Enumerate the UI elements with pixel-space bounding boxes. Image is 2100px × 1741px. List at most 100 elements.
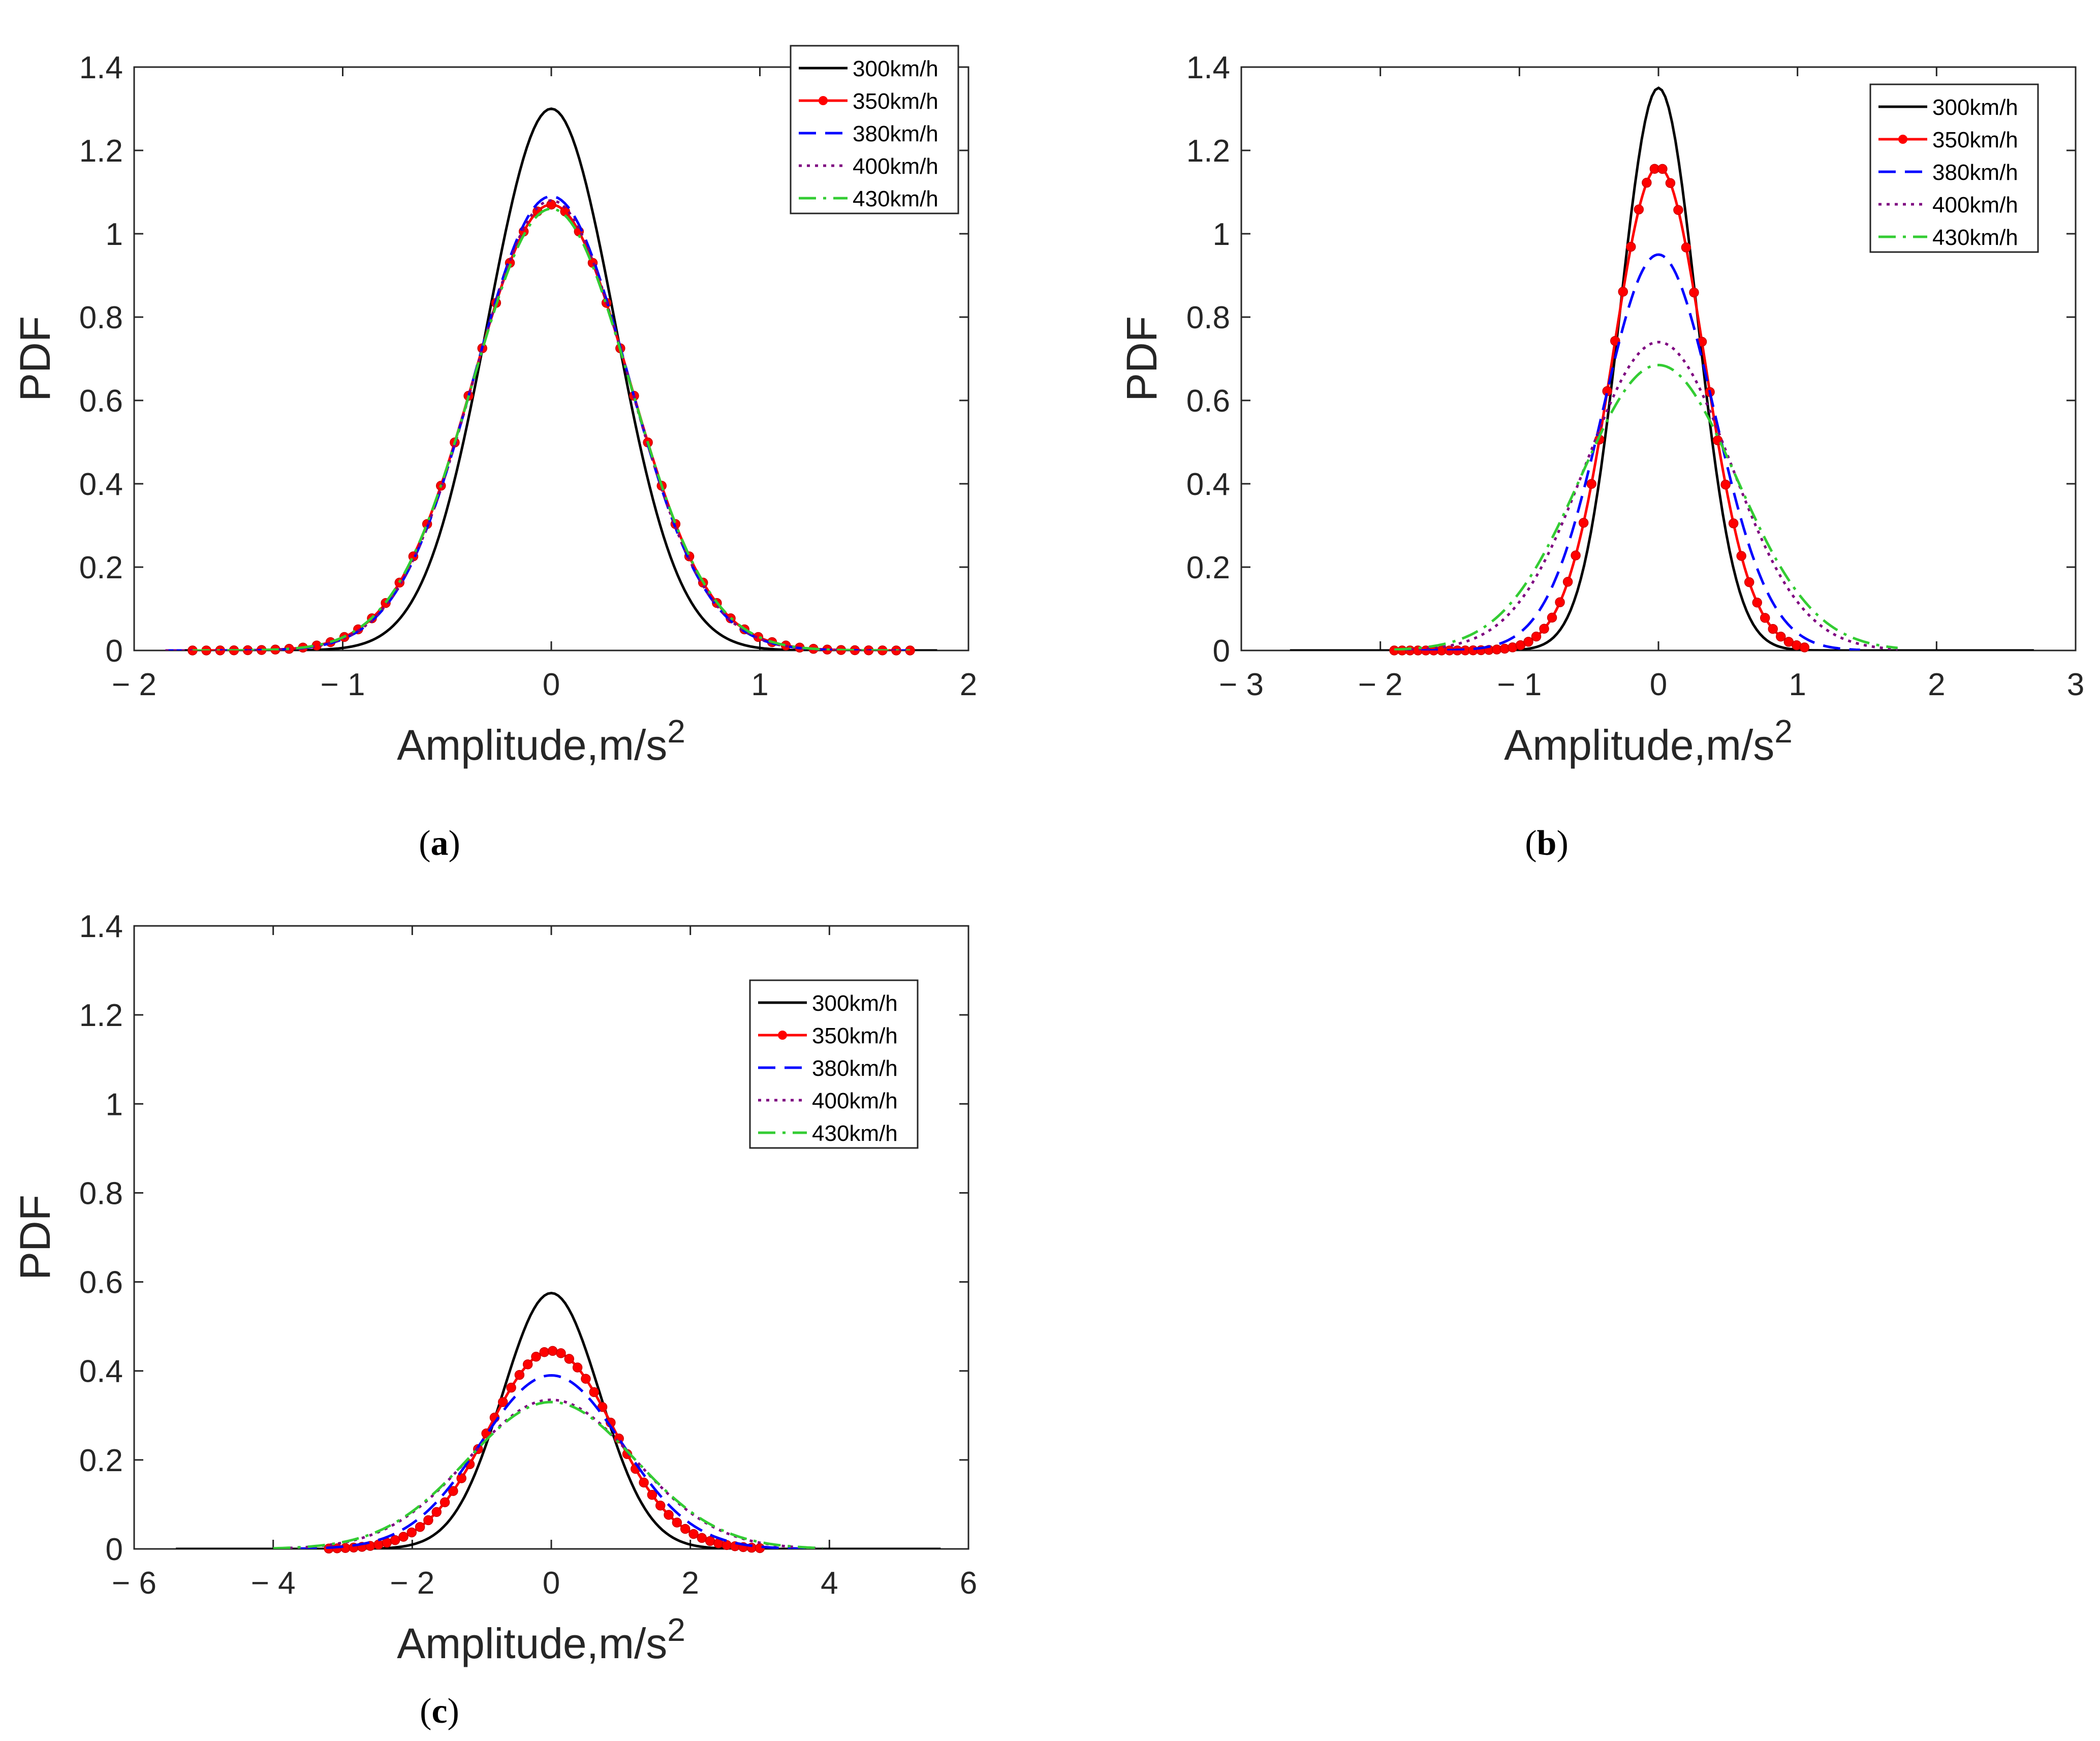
series-marker [1760, 613, 1770, 623]
legend-label: 430km/h [853, 186, 938, 211]
series-line-4 [273, 1401, 823, 1549]
series-marker [506, 1382, 516, 1393]
series-marker [1776, 632, 1786, 642]
y-axis-label: PDF [1118, 316, 1166, 401]
series-marker [1555, 597, 1565, 607]
x-tick-label: 3 [2067, 667, 2084, 702]
y-tick-label: 1.4 [79, 50, 123, 85]
y-tick-label: 1.4 [1186, 50, 1230, 85]
y-tick-label: 0.6 [79, 384, 123, 419]
y-tick-label: 0.8 [79, 1176, 123, 1211]
series-line-3 [165, 199, 911, 650]
chart-a: − 2 − 1 0 1 2 0 0.2 0.4 0.6 0.8 1 1.2 1.4 PDF Amplitud… [11, 45, 977, 863]
series-marker [1744, 577, 1754, 587]
series-marker [1728, 518, 1739, 528]
x-axis-label: Amplitude,m/s2 [397, 713, 685, 769]
series-marker [531, 1351, 541, 1362]
legend-label: 430km/h [812, 1121, 898, 1146]
legend-label: 400km/h [812, 1089, 898, 1113]
x-tick-label: 0 [543, 667, 560, 702]
x-axis-label: Amplitude,m/s2 [1504, 713, 1793, 769]
legend-label: 350km/h [853, 89, 938, 114]
y-tick-label: 1.4 [79, 909, 123, 944]
panel-caption: (b) [1525, 824, 1569, 863]
series-marker [1665, 178, 1676, 189]
series-marker [514, 1370, 525, 1380]
series-marker [1523, 637, 1533, 647]
y-tick-label: 1 [106, 217, 123, 252]
series-marker [1768, 624, 1778, 634]
series-marker [647, 1489, 657, 1500]
legend-marker [819, 96, 828, 105]
series-marker [1657, 164, 1668, 174]
series-marker [415, 1522, 425, 1532]
y-tick-label: 0 [106, 634, 123, 669]
series-marker [1634, 204, 1644, 214]
series-marker [1571, 550, 1581, 561]
legend-label: 400km/h [853, 154, 938, 179]
y-axis-label: PDF [11, 1195, 59, 1280]
legend-label: 400km/h [1932, 193, 2018, 217]
series-marker [1578, 517, 1589, 528]
y-tick-label: 0 [1213, 634, 1230, 669]
panel-caption: (a) [419, 824, 460, 863]
y-tick-label: 0.8 [1186, 300, 1230, 335]
x-tick-label: − 2 [1358, 667, 1403, 702]
x-tick-label: − 1 [1497, 667, 1542, 702]
series-marker [406, 1527, 417, 1538]
series-line-2 [165, 195, 911, 650]
legend-label: 430km/h [1932, 225, 2018, 250]
series-marker [1547, 612, 1557, 623]
legend-box [790, 45, 959, 214]
x-tick-label: 4 [821, 1566, 838, 1601]
y-axis-label: PDF [11, 316, 59, 401]
y-tick-label: 0.4 [1186, 467, 1230, 502]
series-marker [1586, 479, 1596, 489]
y-tick-label: 1.2 [79, 134, 123, 169]
x-tick-label: − 4 [251, 1566, 296, 1601]
series-marker [440, 1497, 450, 1508]
x-tick-label: − 6 [112, 1566, 156, 1601]
y-tick-label: 0.4 [79, 467, 123, 502]
series-marker [722, 1540, 732, 1550]
series-line-4 [1394, 363, 1898, 650]
series-marker [581, 1374, 591, 1384]
series-marker [697, 1533, 707, 1543]
y-tick-label: 0.4 [79, 1354, 123, 1389]
chart-c: − 6 − 4 − 2 0 2 4 6 0 0.2 0.4 0.6 0.8 1 1.2 1.4 PDF Ampl… [11, 909, 977, 1731]
series-marker [1681, 242, 1691, 253]
series-line-2 [273, 1374, 816, 1549]
series-marker [1562, 577, 1573, 587]
panel-caption: (c) [420, 1692, 459, 1731]
x-tick-label: − 2 [112, 667, 156, 702]
legend-label: 380km/h [853, 121, 938, 146]
series-marker [589, 1387, 599, 1397]
series-marker [390, 1535, 400, 1545]
series-marker [448, 1486, 458, 1496]
y-tick-label: 1.2 [1186, 134, 1230, 169]
series-marker [398, 1532, 409, 1542]
y-tick-label: 1 [106, 1087, 123, 1122]
series-marker [688, 1529, 699, 1539]
series-marker [1626, 241, 1636, 252]
series-line-1 [1394, 166, 1805, 650]
y-tick-label: 0.2 [1186, 550, 1230, 585]
series-marker [547, 1346, 558, 1356]
legend-label: 380km/h [1932, 160, 2018, 185]
x-axis-label: Amplitude,m/s2 [397, 1611, 685, 1667]
legend-label: 300km/h [1932, 95, 2018, 120]
y-tick-label: 0.6 [79, 1265, 123, 1300]
x-tick-label: − 3 [1219, 667, 1264, 702]
legend-box [749, 979, 919, 1149]
legend-label: 300km/h [812, 991, 898, 1016]
series-marker [1618, 287, 1628, 297]
series-marker [1752, 598, 1762, 608]
series-line-0 [165, 107, 937, 650]
legend-label: 380km/h [812, 1056, 898, 1081]
series-marker [539, 1347, 550, 1357]
series-line-2 [1394, 253, 1860, 650]
x-tick-label: 0 [543, 1566, 560, 1601]
y-tick-label: 1 [1213, 217, 1230, 252]
x-tick-label: 2 [960, 667, 977, 702]
x-tick-label: 1 [751, 667, 768, 702]
